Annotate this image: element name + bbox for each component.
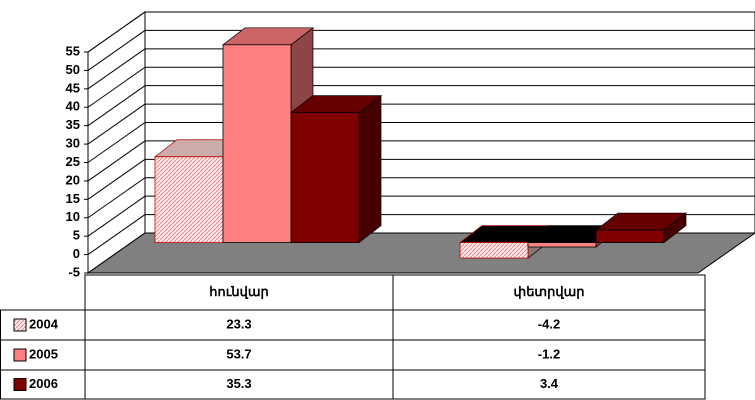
y-tick-label: 35 xyxy=(66,117,80,132)
x-tick-label: հունվար xyxy=(209,284,269,299)
bar-top-shade xyxy=(460,225,550,243)
bar xyxy=(595,229,665,243)
bar-top-shade xyxy=(155,139,245,157)
table-value: -1.2 xyxy=(538,346,560,361)
bar-side-shade xyxy=(664,213,686,243)
grid-line xyxy=(87,177,146,219)
bar xyxy=(154,156,224,243)
grid-line xyxy=(87,30,146,71)
table-header xyxy=(84,274,706,311)
y-tick-label: 25 xyxy=(66,154,80,169)
bar-top-shade xyxy=(223,27,313,45)
legend-label: 2004 xyxy=(29,316,59,331)
bar xyxy=(222,44,292,243)
y-tick-label: 50 xyxy=(66,62,80,77)
bar xyxy=(527,242,597,248)
grid-line xyxy=(87,214,146,255)
table-value: 35.3 xyxy=(226,376,251,391)
grid-line xyxy=(87,122,146,163)
x-tick-label: փետրվար xyxy=(514,284,585,299)
legend-label: 2006 xyxy=(29,376,58,391)
bar-top-shade xyxy=(291,95,381,113)
table-value: 53.7 xyxy=(226,346,251,361)
bar xyxy=(290,112,360,243)
y-tick-label: 45 xyxy=(66,80,80,95)
table-body xyxy=(0,309,706,400)
legend-label: 2005 xyxy=(29,346,58,361)
bar xyxy=(459,242,529,259)
table-value: -4.2 xyxy=(538,316,560,331)
y-tick-label: 30 xyxy=(66,136,80,151)
grid-line xyxy=(87,11,146,53)
table-value: 3.4 xyxy=(540,376,559,391)
y-tick-label: 40 xyxy=(66,99,80,114)
y-tick-label: -5 xyxy=(68,264,80,279)
grid-line xyxy=(87,158,146,200)
legend-swatch xyxy=(13,378,27,391)
y-tick-label: 55 xyxy=(66,43,80,58)
grid-line xyxy=(87,195,146,237)
y-tick-label: 5 xyxy=(73,228,80,243)
bar-top-shade xyxy=(528,225,618,243)
bar-side-shade xyxy=(359,95,381,243)
grid-line xyxy=(87,103,146,145)
legend-swatch xyxy=(13,348,27,362)
table-value: 23.3 xyxy=(226,316,251,331)
grid-line xyxy=(87,48,146,90)
grid-line xyxy=(87,140,146,182)
grid-line xyxy=(87,66,146,108)
y-tick-label: 15 xyxy=(66,191,80,206)
y-tick-label: 0 xyxy=(73,246,80,261)
grid-line xyxy=(87,85,146,127)
y-tick-label: 10 xyxy=(66,209,80,224)
y-tick-label: 20 xyxy=(66,172,80,187)
bar-top-shade xyxy=(596,213,686,231)
legend-swatch xyxy=(13,318,27,332)
